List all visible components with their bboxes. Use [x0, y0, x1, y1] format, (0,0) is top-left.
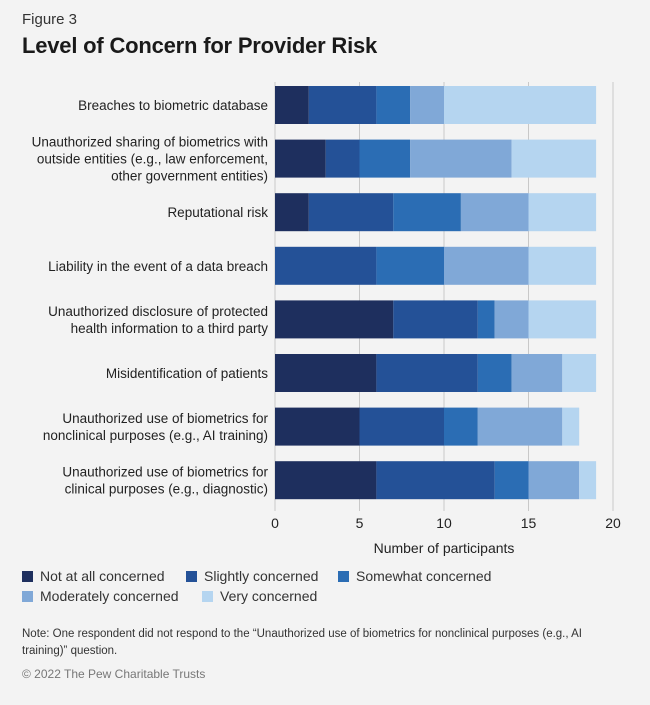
category-label-line: Breaches to biometric database [78, 98, 268, 113]
category-label-line: outside entities (e.g., law enforcement, [37, 152, 268, 167]
category-label: Liability in the event of a data breach [48, 259, 268, 274]
x-axis-label: Number of participants [374, 540, 515, 556]
bar-segment [477, 354, 512, 392]
legend-label: Moderately concerned [40, 588, 179, 604]
bar-segment [275, 407, 360, 446]
bar-segment [494, 461, 529, 500]
x-tick-label: 10 [436, 515, 452, 531]
category-label: Reputational risk [167, 205, 268, 220]
bar-segment [460, 193, 529, 232]
legend-item-somewhat: Somewhat concerned [338, 568, 491, 584]
category-label-line: clinical purposes (e.g., diagnostic) [65, 482, 268, 497]
legend-item-moderately: Moderately concerned [22, 588, 179, 604]
chart-title: Level of Concern for Provider Risk [22, 33, 378, 58]
bar-segment [393, 193, 461, 232]
x-tick-label: 20 [605, 515, 621, 531]
bar-segment [275, 246, 377, 285]
category-label-line: Liability in the event of a data breach [48, 259, 268, 274]
copyright: © 2022 The Pew Charitable Trusts [22, 667, 206, 681]
category-label: Breaches to biometric database [78, 98, 268, 113]
legend-swatch-not-at-all [22, 570, 33, 582]
category-label-line: Reputational risk [167, 205, 268, 220]
bar-segment [275, 86, 309, 124]
bar-segment [275, 461, 377, 500]
bar-segment [308, 86, 377, 124]
bar-segment [393, 300, 478, 339]
category-label-line: Unauthorized use of biometrics for [62, 465, 268, 480]
legend-label: Somewhat concerned [356, 568, 492, 584]
legend-item-very: Very concerned [202, 588, 317, 604]
category-label-line: health information to a third party [71, 321, 269, 336]
bar-segment [376, 246, 444, 285]
bar-segment [325, 139, 360, 178]
bar-segment [444, 407, 478, 446]
x-tick-label: 15 [521, 515, 537, 531]
category-label-line: other government entities) [111, 169, 268, 184]
category-label-line: Misidentification of patients [106, 366, 268, 381]
bar-segment [528, 246, 597, 285]
legend-label: Not at all concerned [40, 568, 165, 584]
bar-segment [511, 354, 563, 392]
bar-segment [376, 461, 495, 500]
bar-segment [477, 300, 495, 339]
bar-segment [444, 246, 529, 285]
category-label-line: Unauthorized disclosure of protected [48, 304, 268, 319]
note: Note: One respondent did not respond to … [22, 628, 582, 657]
legend-label: Slightly concerned [204, 568, 319, 584]
bar-segment [511, 139, 597, 178]
bar-segment [494, 300, 529, 339]
legend-item-not-at-all: Not at all concerned [22, 568, 165, 584]
bar-segment [275, 300, 394, 339]
bar-segment [376, 354, 478, 392]
bar-segment [444, 86, 597, 124]
bar-segment [528, 461, 580, 500]
bar-segment [275, 139, 326, 178]
category-label-line: Unauthorized sharing of biometrics with [32, 135, 268, 150]
bar-segment [477, 407, 563, 446]
bar-segment [275, 193, 309, 232]
legend-item-slightly: Slightly concerned [186, 568, 318, 584]
category-label-line: nonclinical purposes (e.g., AI training) [43, 428, 268, 443]
legend-swatch-somewhat [338, 570, 349, 582]
category-label: Unauthorized use of biometrics for noncli… [43, 411, 269, 443]
category-label: Unauthorized disclosure of protected heal… [48, 304, 268, 336]
category-label: Unauthorized use of biometrics for clinic… [62, 465, 268, 497]
figure-label: Figure 3 [22, 11, 78, 28]
x-tick-label: 0 [271, 515, 279, 531]
category-label: Misidentification of patients [106, 366, 268, 381]
bar-segment [562, 407, 580, 446]
bar-segment [308, 193, 394, 232]
legend-swatch-very [202, 590, 213, 602]
chart: Breaches to biometric database Unauthoriz… [32, 82, 621, 556]
x-tick-label: 5 [356, 515, 364, 531]
bar-segment [562, 354, 597, 392]
bar-segment [275, 354, 377, 392]
bar-segment [410, 139, 512, 178]
category-label: Unauthorized sharing of biometrics with o… [32, 135, 268, 184]
legend-swatch-moderately [22, 590, 33, 602]
bar-segment [410, 86, 444, 124]
legend-swatch-slightly [186, 570, 197, 582]
bar-segment [579, 461, 597, 500]
legend-label: Very concerned [220, 588, 318, 604]
bar-segment [359, 139, 411, 178]
bar-segment [528, 193, 597, 232]
category-label-line: Unauthorized use of biometrics for [62, 411, 268, 426]
bar-segment [359, 407, 444, 446]
bar-segment [376, 86, 411, 124]
bar-segment [528, 300, 597, 339]
